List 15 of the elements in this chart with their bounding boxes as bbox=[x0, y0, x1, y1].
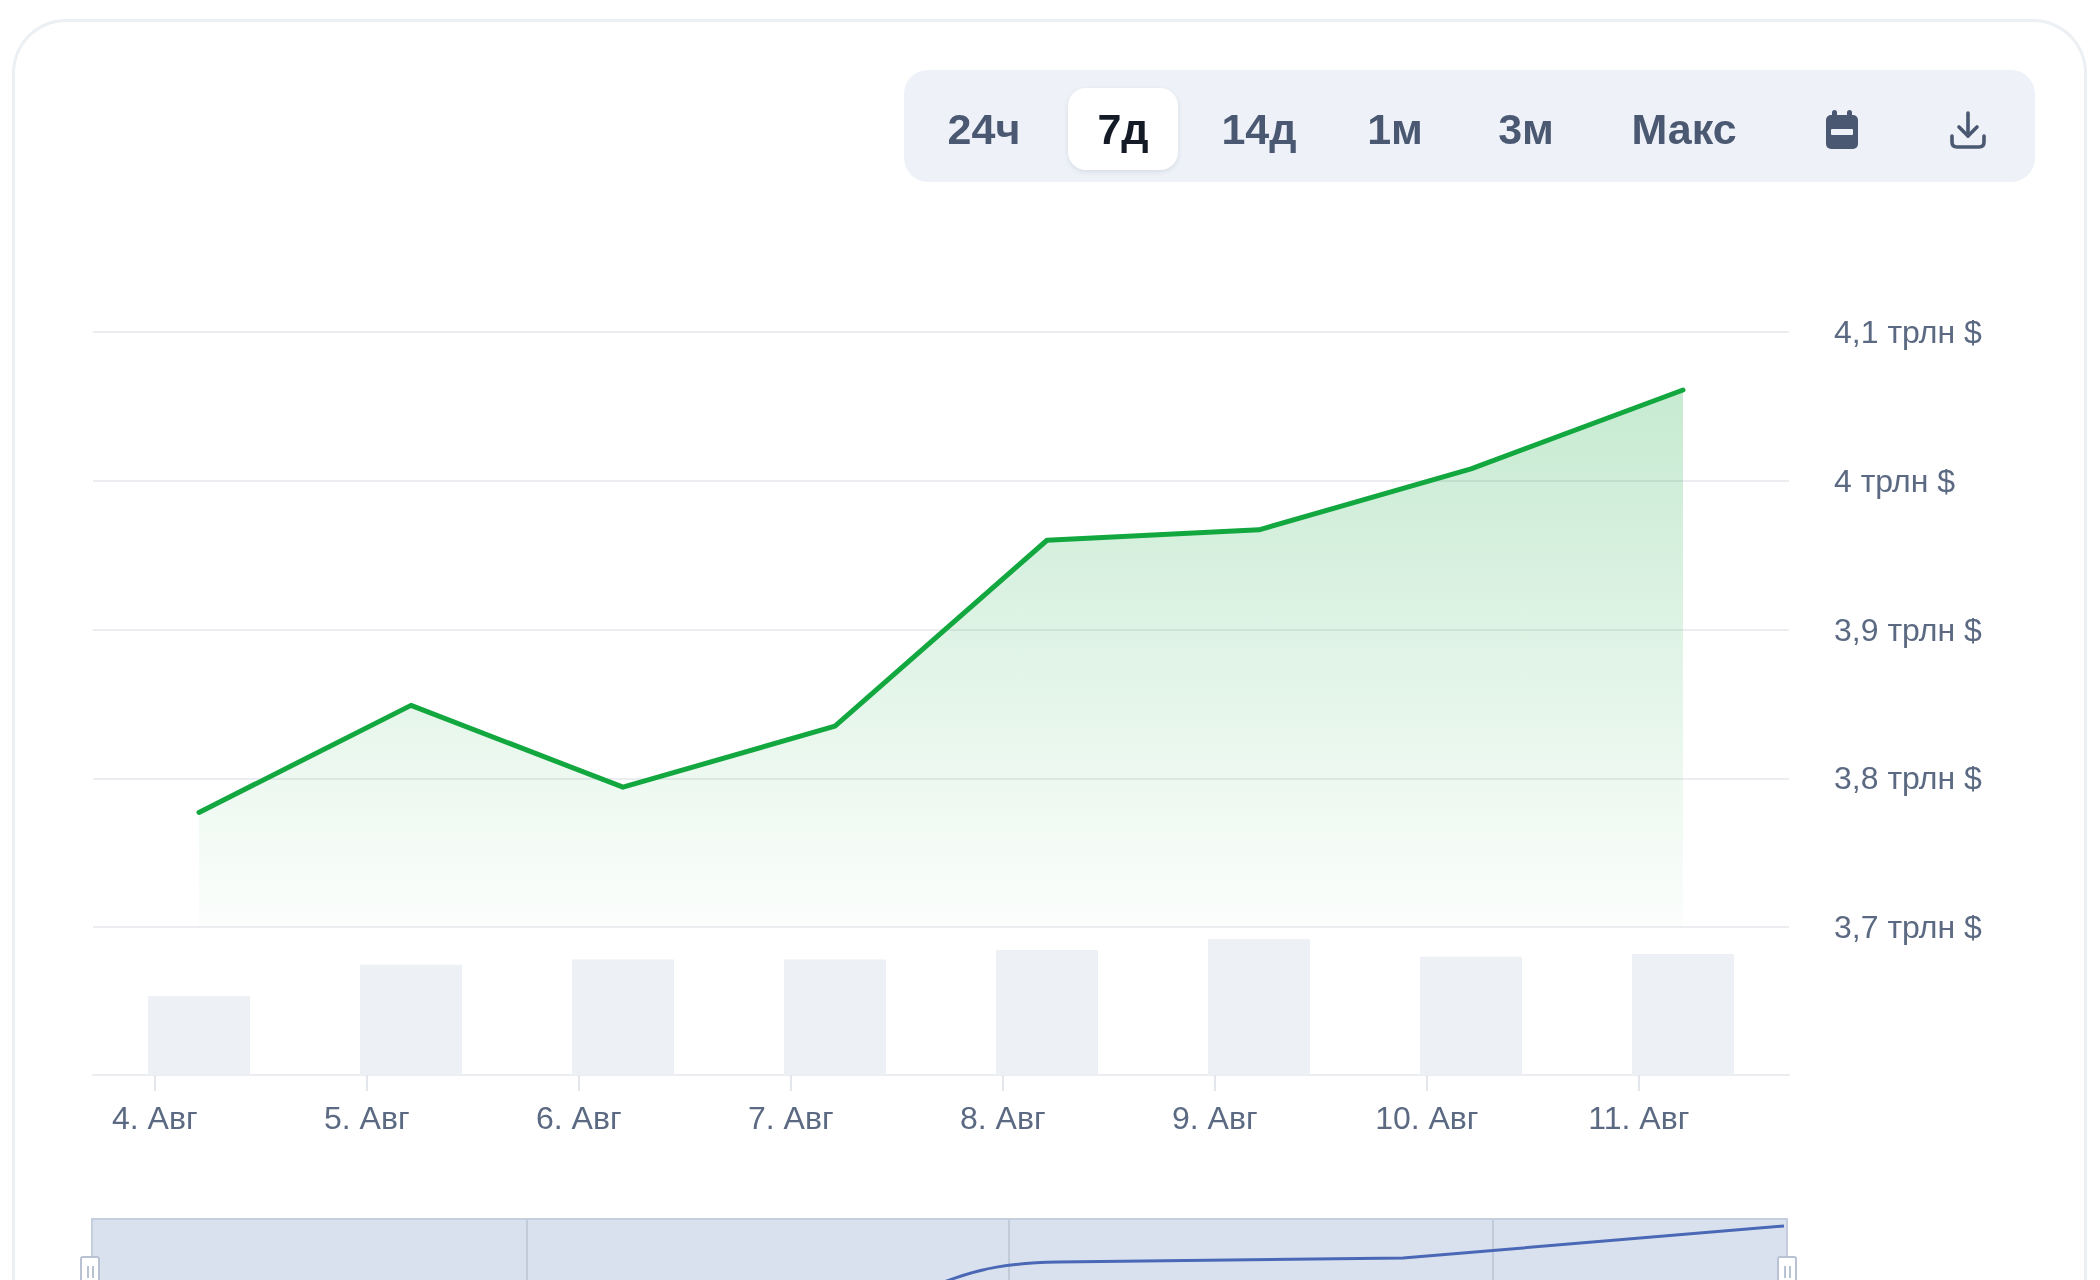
x-tick-label: 11. Авг bbox=[1588, 1100, 1690, 1136]
y-tick-label: 4,1 трлн $ bbox=[1834, 314, 1982, 350]
y-tick-label: 3,7 трлн $ bbox=[1834, 909, 1982, 945]
x-tick-label: 5. Авг bbox=[324, 1100, 410, 1136]
y-tick-label: 4 трлн $ bbox=[1834, 462, 1956, 499]
tab-bar: 24ч 7д 14д 1м 3м Макс bbox=[904, 70, 2035, 182]
y-tick-label: 3,8 трлн $ bbox=[1834, 760, 1982, 797]
y-tick-label: 3,9 трлн $ bbox=[1834, 611, 1982, 648]
x-tick-label: 9. Авг bbox=[1172, 1100, 1258, 1136]
x-tick-label: 8. Авг bbox=[960, 1100, 1046, 1136]
x-tick-label: 4. Авг bbox=[112, 1100, 198, 1136]
x-tick-label: 6. Авг bbox=[536, 1100, 622, 1136]
x-tick-label: 7. Авг bbox=[748, 1100, 834, 1136]
selected-tab: 7д bbox=[1068, 88, 1178, 170]
x-tick-label: 10. Авг bbox=[1375, 1100, 1479, 1136]
